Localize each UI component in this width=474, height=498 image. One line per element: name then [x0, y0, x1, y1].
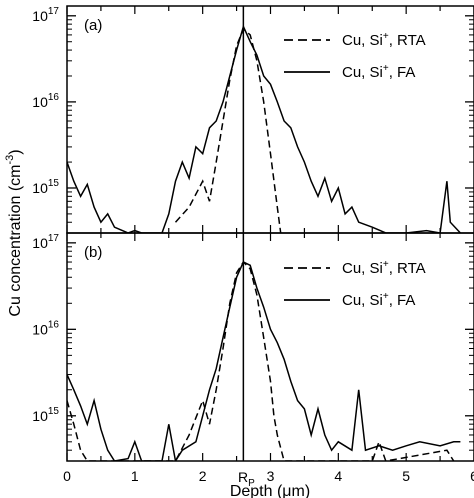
- panel-b-label: (b): [84, 244, 102, 261]
- legend-a-fa-label: Cu, Si+, FA: [342, 63, 415, 81]
- x-tick-label: 1: [131, 468, 139, 484]
- panel-a-label: (a): [84, 17, 102, 34]
- legend-b: Cu, Si+, RTA Cu, Si+, FA: [284, 259, 426, 309]
- legend-a-rta-label: Cu, Si+, RTA: [342, 31, 426, 49]
- axis-ticks: 1015 1016 1017 1015 1016 1017 0 1 2 3 4 5 6: [32, 6, 474, 484]
- y-tick-label: 1017: [32, 6, 59, 24]
- series-line-a-rta: [174, 27, 282, 233]
- series-line-b-fa: [67, 260, 461, 461]
- y-tick-label: 1016: [32, 92, 59, 110]
- legend-b-rta-label: Cu, Si+, RTA: [342, 259, 426, 277]
- x-tick-label: 6: [470, 468, 474, 484]
- series-line-a-fa: [67, 24, 461, 233]
- x-tick-label: 3: [267, 468, 275, 484]
- y-tick-label: 1016: [32, 319, 59, 337]
- y-tick-label: 1015: [32, 406, 59, 424]
- y-tick-label: 1017: [32, 233, 59, 251]
- legend-a: Cu, Si+, RTA Cu, Si+, FA: [284, 31, 426, 81]
- x-tick-label: 0: [63, 468, 71, 484]
- x-tick-label: 2: [199, 468, 207, 484]
- x-tick-label: 4: [334, 468, 342, 484]
- y-axis-label: Cu concentration (cm-3): [4, 149, 24, 316]
- y-tick-label: 1015: [32, 178, 59, 196]
- x-tick-label: 5: [402, 468, 410, 484]
- rp-label: RP: [238, 469, 255, 489]
- x-axis-label: Depth (μm): [230, 483, 310, 498]
- plot-lines: [67, 24, 461, 461]
- legend-b-fa-label: Cu, Si+, FA: [342, 291, 415, 309]
